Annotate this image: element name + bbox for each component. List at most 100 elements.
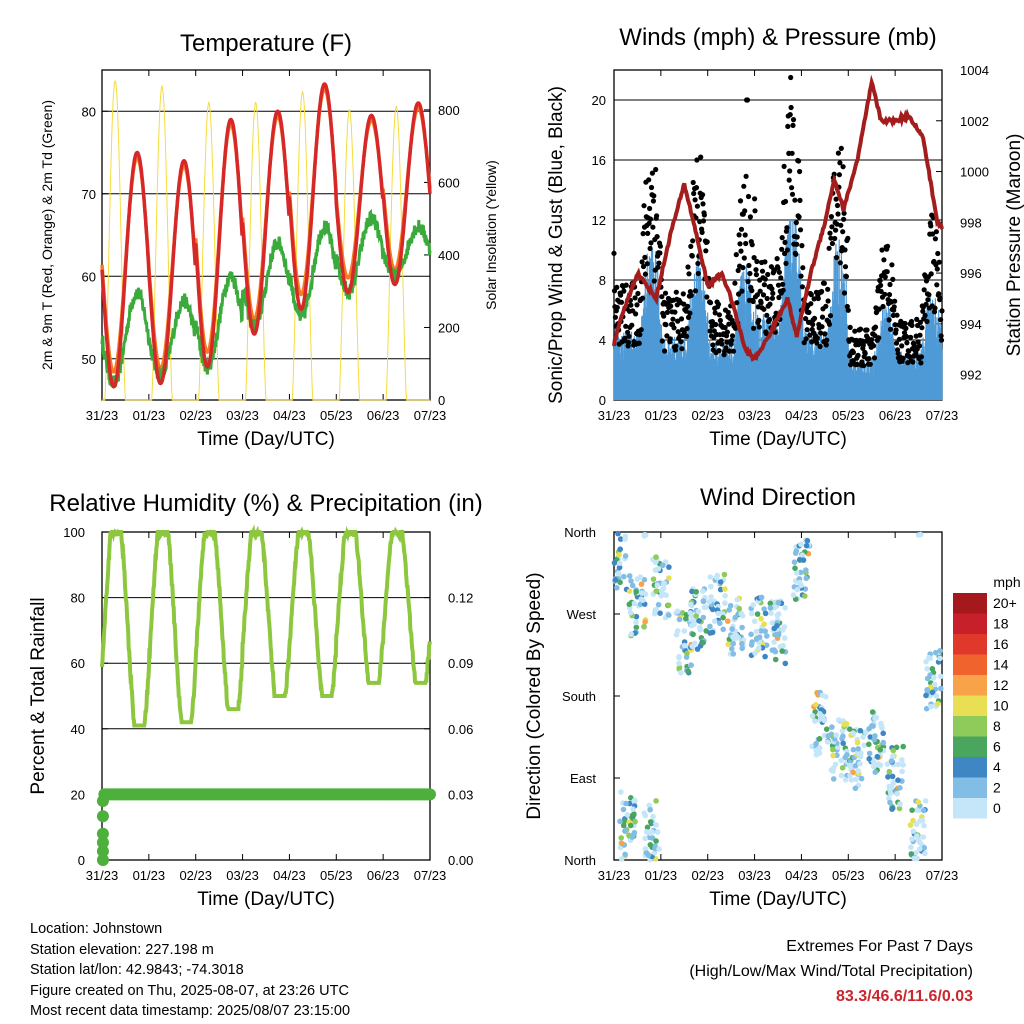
direction-point bbox=[880, 730, 886, 737]
y2-tick-label: 994 bbox=[960, 317, 982, 332]
gust-point bbox=[782, 250, 788, 257]
gust-point bbox=[806, 309, 812, 315]
gust-point bbox=[769, 295, 776, 301]
direction-point bbox=[777, 643, 784, 650]
x-tick-label: 07/23 bbox=[414, 868, 447, 883]
direction-point bbox=[651, 849, 658, 856]
direction-point bbox=[627, 609, 634, 616]
direction-point bbox=[688, 662, 694, 668]
direction-point bbox=[782, 605, 788, 611]
direction-point bbox=[688, 601, 694, 608]
gust-point bbox=[833, 227, 839, 233]
gust-point bbox=[938, 317, 944, 323]
y2-tick-label: 998 bbox=[960, 215, 982, 230]
gust-point bbox=[726, 321, 732, 327]
created-text: Figure created on Thu, 2025-08-07, at 23… bbox=[30, 982, 349, 999]
gust-point bbox=[737, 198, 744, 204]
direction-point bbox=[622, 828, 629, 834]
y-tick-label: 20 bbox=[592, 93, 606, 108]
gust-point bbox=[715, 301, 722, 307]
gust-point bbox=[833, 196, 839, 202]
direction-point bbox=[617, 579, 623, 586]
gust-point bbox=[809, 339, 815, 345]
gust-point bbox=[752, 208, 758, 214]
direction-point bbox=[657, 610, 663, 616]
y-tick-label: North bbox=[564, 525, 596, 540]
direction-point bbox=[678, 670, 684, 676]
gust-point bbox=[937, 295, 943, 301]
y2-tick-label: 0.00 bbox=[448, 853, 473, 868]
direction-point bbox=[638, 581, 645, 587]
gust-point bbox=[640, 295, 646, 301]
gust-point bbox=[741, 255, 747, 261]
gust-point bbox=[829, 224, 835, 230]
direction-point bbox=[798, 541, 804, 548]
precip-point bbox=[96, 845, 109, 858]
direction-point bbox=[792, 565, 798, 571]
gust-point bbox=[788, 74, 794, 81]
gust-point bbox=[877, 278, 883, 284]
direction-point bbox=[850, 730, 856, 736]
elevation-text: Station elevation: 227.198 m bbox=[30, 941, 214, 958]
direction-point bbox=[932, 649, 939, 656]
direction-point bbox=[711, 618, 718, 624]
legend-label: 0 bbox=[993, 800, 1001, 816]
gust-point bbox=[642, 271, 649, 277]
gust-point bbox=[621, 288, 627, 294]
direction-point bbox=[775, 611, 782, 617]
direction-point bbox=[823, 726, 830, 732]
gust-point bbox=[884, 269, 890, 275]
gust-point bbox=[799, 284, 806, 290]
direction-point bbox=[720, 614, 726, 621]
gust-point bbox=[789, 191, 796, 197]
x-tick-label: 06/23 bbox=[879, 408, 912, 423]
gust-point bbox=[799, 243, 805, 249]
gust-point bbox=[694, 157, 700, 163]
direction-point bbox=[886, 768, 893, 775]
gust-point bbox=[612, 314, 619, 320]
direction-point bbox=[919, 817, 926, 824]
gust-point bbox=[919, 325, 925, 331]
direction-point bbox=[820, 713, 826, 720]
gust-point bbox=[932, 305, 938, 311]
direction-point bbox=[640, 597, 646, 603]
direction-point bbox=[655, 601, 662, 608]
direction-point bbox=[857, 753, 864, 760]
gust-point bbox=[900, 355, 906, 361]
direction-point bbox=[633, 613, 640, 620]
direction-point bbox=[798, 582, 804, 589]
gust-point bbox=[880, 303, 886, 310]
y-tick-label: West bbox=[567, 607, 597, 622]
direction-point bbox=[674, 608, 681, 614]
gust-point bbox=[892, 322, 898, 328]
gust-point bbox=[790, 122, 796, 128]
direction-point bbox=[647, 819, 654, 825]
gust-point bbox=[878, 288, 884, 294]
gust-point bbox=[640, 231, 646, 237]
direction-point bbox=[923, 659, 929, 665]
direction-point bbox=[693, 613, 699, 619]
direction-point bbox=[658, 593, 664, 599]
direction-point bbox=[739, 613, 746, 619]
direction-point bbox=[647, 842, 654, 848]
direction-point bbox=[908, 851, 915, 857]
gust-point bbox=[753, 272, 760, 278]
gust-point bbox=[834, 255, 840, 261]
y2-tick-label: 800 bbox=[438, 103, 460, 118]
gust-point bbox=[803, 336, 809, 342]
station-info: Location: Johnstown Station elevation: 2… bbox=[30, 919, 350, 1022]
gust-point bbox=[811, 296, 817, 302]
direction-point bbox=[722, 600, 728, 606]
gust-point bbox=[869, 337, 875, 343]
gust-point bbox=[881, 257, 887, 263]
x-tick-label: 04/23 bbox=[273, 868, 306, 883]
gust-point bbox=[784, 225, 790, 231]
gust-point bbox=[837, 160, 843, 166]
gust-point bbox=[824, 337, 830, 343]
direction-point bbox=[691, 621, 697, 627]
direction-point bbox=[846, 762, 853, 769]
direction-point bbox=[684, 650, 690, 657]
direction-point bbox=[681, 642, 688, 649]
gust-point bbox=[648, 240, 654, 246]
direction-point bbox=[687, 610, 693, 616]
